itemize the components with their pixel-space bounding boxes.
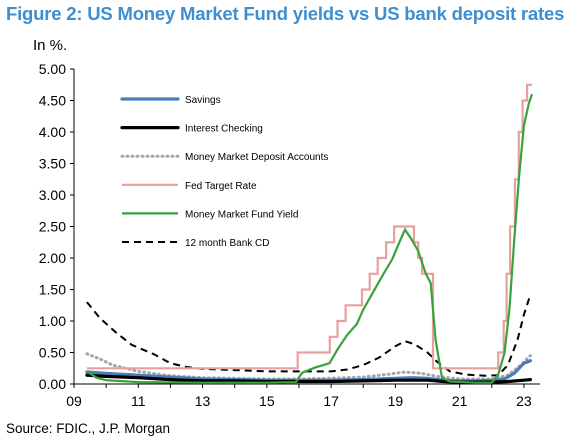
chart-axes: 0.00 0.50 1.00 1.50 2.00 2.50 3.00 3.50 4.00 4.50… [39, 61, 540, 409]
y-tick-label: 3.00 [39, 187, 66, 203]
y-tick-label: 4.50 [39, 93, 66, 109]
series-line-interest-checking [85, 373, 532, 384]
series-line-12-month-bank-cd [86, 294, 532, 377]
x-tick-label: 23 [516, 393, 532, 409]
legend-label: Money Market Fund Yield [185, 209, 298, 220]
y-unit-label: In %. [33, 37, 68, 54]
legend-label: Fed Target Rate [185, 181, 257, 192]
line-chart: 0.00 0.50 1.00 1.50 2.00 2.50 3.00 3.50 4.00 4.50… [39, 61, 540, 409]
y-tick-label: 0.00 [39, 376, 66, 392]
y-tick-label: 1.50 [39, 282, 66, 298]
y-tick-label: 5.00 [39, 61, 66, 77]
x-tick-label: 21 [452, 393, 468, 409]
y-tick-label: 2.50 [39, 219, 66, 235]
y-tick-label: 3.50 [39, 156, 66, 172]
legend-label: 12 month Bank CD [185, 238, 270, 249]
figure-title: Figure 2: US Money Market Fund yields vs… [6, 3, 565, 24]
chart-legend: Savings Interest Checking Money Market Dep… [120, 95, 328, 249]
y-tick-label: 0.50 [39, 345, 66, 361]
series-line-savings [85, 359, 532, 383]
source-note: Source: FDIC., J.P. Morgan [6, 421, 171, 436]
x-tick-label: 11 [131, 393, 146, 409]
legend-label: Savings [185, 95, 221, 106]
legend-label: Interest Checking [185, 124, 263, 135]
legend-label: Money Market Deposit Accounts [185, 152, 328, 163]
series-line-money-market-fund-yield [86, 93, 534, 384]
x-tick-label: 15 [259, 393, 275, 409]
x-tick-label: 09 [66, 393, 82, 409]
x-tick-label: 17 [323, 393, 339, 409]
y-tick-label: 1.00 [39, 313, 66, 329]
y-tick-label: 2.00 [39, 250, 66, 266]
x-tick-label: 19 [388, 393, 404, 409]
chart-series [85, 83, 534, 384]
y-tick-label: 4.00 [39, 124, 66, 140]
x-tick-label: 13 [195, 393, 211, 409]
